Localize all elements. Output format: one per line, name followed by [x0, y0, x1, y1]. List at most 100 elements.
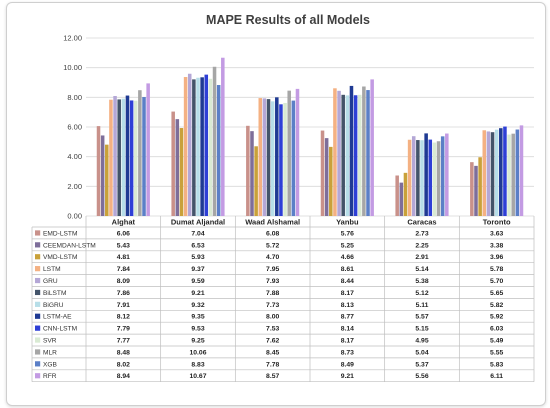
table-cell: 8.44 [341, 278, 354, 285]
bar-lstm-ae-4 [424, 133, 428, 216]
bar-vmd-lstm-2 [254, 146, 258, 216]
legend-key [35, 254, 41, 260]
y-tick-label: 8.00 [67, 93, 82, 102]
legend-key [35, 277, 41, 284]
bar-svr-1 [208, 78, 213, 217]
bar-mlr-5 [511, 133, 515, 216]
table-cell: 8.14 [341, 326, 354, 333]
axis-layer: 0.00 2.00 4.00 6.00 8.00 10.00 12.00 [63, 34, 82, 221]
table-cell: 9.35 [191, 314, 204, 321]
legend-key [35, 313, 41, 319]
table-cell: 5.70 [490, 278, 503, 285]
table-cell: 9.21 [341, 373, 354, 380]
bar-emd-lstm-1 [171, 111, 175, 216]
y-tick-label: 10.00 [63, 63, 82, 72]
table-cell: 8.45 [266, 349, 279, 356]
series-name: MLR [43, 349, 57, 356]
bar-vmd-lstm-5 [478, 157, 482, 216]
bar-bilstm-4 [416, 140, 420, 216]
bar-gru-1 [187, 73, 192, 216]
table-cell: 8.49 [341, 361, 354, 368]
chart-title: MAPE Results of all Models [206, 13, 370, 27]
table-cell: 5.76 [341, 230, 354, 237]
table-cell: 6.53 [191, 242, 204, 249]
bar-rfr-2 [295, 88, 300, 216]
bar-lstm-ae-5 [499, 128, 503, 216]
bar-cnn-lstm-1 [204, 74, 209, 216]
table-cell: 8.57 [266, 373, 279, 380]
bar-bigru-0 [121, 98, 126, 216]
table-cell: 6.03 [490, 326, 503, 333]
bar-bigru-1 [196, 77, 200, 217]
table-cell: 4.66 [341, 254, 354, 261]
category-label: Alghat [112, 218, 136, 227]
bar-ceemdan-lstm-5 [474, 165, 478, 216]
category-label: Yanbu [336, 218, 359, 227]
table-cell: 10.06 [189, 349, 206, 356]
bar-bilstm-5 [490, 132, 495, 216]
table-cell: 9.32 [191, 302, 204, 309]
bar-vmd-lstm-0 [105, 144, 109, 216]
category-label: Caracas [407, 218, 436, 227]
table-cell: 5.57 [415, 314, 428, 321]
category-label: Waad Alshamal [245, 218, 300, 227]
bar-xgb-0 [142, 97, 146, 216]
table-cell: 8.09 [117, 278, 130, 285]
legend-key [35, 301, 41, 307]
bar-emd-lstm-4 [395, 175, 399, 216]
y-tick-label: 12.00 [63, 34, 82, 43]
table-cell: 9.37 [191, 266, 204, 273]
series-name: BiGRU [43, 302, 64, 309]
table-cell: 5.72 [266, 242, 279, 249]
series-name: XGB [43, 361, 58, 368]
bar-bilstm-1 [192, 79, 196, 216]
table-cell: 8.17 [341, 337, 354, 344]
bar-svr-4 [432, 142, 437, 216]
bar-rfr-3 [370, 79, 374, 216]
table-cell: 4.95 [415, 337, 428, 344]
category-label: Dumat Aljandal [171, 218, 225, 227]
legend-key [35, 289, 41, 296]
table-cell: 8.73 [341, 349, 354, 356]
bar-lstm-ae-3 [349, 85, 354, 216]
table-cell: 8.77 [341, 314, 354, 321]
y-tick-label: 4.00 [67, 152, 82, 161]
bars-layer [96, 57, 524, 217]
table-cell: 9.53 [191, 326, 204, 333]
bar-vmd-lstm-1 [179, 128, 184, 216]
table-cell: 6.11 [490, 373, 503, 380]
table-cell: 5.56 [415, 373, 428, 380]
bar-xgb-5 [515, 129, 520, 216]
table-cell: 6.06 [117, 230, 130, 237]
table-cell: 5.14 [415, 266, 428, 273]
bar-lstm-ae-1 [200, 77, 204, 216]
bar-svr-0 [133, 100, 138, 216]
table-cell: 7.62 [266, 337, 279, 344]
series-name: LSTM [43, 266, 61, 273]
bar-gru-5 [486, 131, 491, 216]
table-cell: 5.04 [415, 349, 428, 356]
table-cell: 5.11 [416, 302, 429, 309]
bar-gru-2 [262, 98, 267, 216]
table-cell: 7.86 [117, 290, 130, 297]
table-cell: 8.61 [341, 266, 354, 273]
table-cell: 7.77 [117, 337, 130, 344]
table-cell: 5.38 [415, 278, 428, 285]
table-cell: 5.83 [490, 361, 503, 368]
bar-svr-5 [507, 134, 511, 216]
bar-lstm-5 [482, 130, 487, 216]
table-cell: 5.15 [415, 326, 428, 333]
bar-lstm-0 [109, 99, 113, 216]
bar-cnn-lstm-2 [279, 104, 283, 216]
table-cell: 2.91 [415, 254, 428, 261]
table-cell: 6.08 [266, 230, 279, 237]
bar-svr-3 [357, 94, 362, 216]
table-cell: 8.12 [117, 314, 130, 321]
table-cell: 5.49 [490, 337, 503, 344]
bar-emd-lstm-2 [246, 125, 250, 216]
table-cell: 10.67 [189, 373, 206, 380]
bar-vmd-lstm-4 [403, 172, 408, 216]
bar-lstm-4 [407, 139, 412, 216]
bar-emd-lstm-0 [96, 126, 101, 216]
